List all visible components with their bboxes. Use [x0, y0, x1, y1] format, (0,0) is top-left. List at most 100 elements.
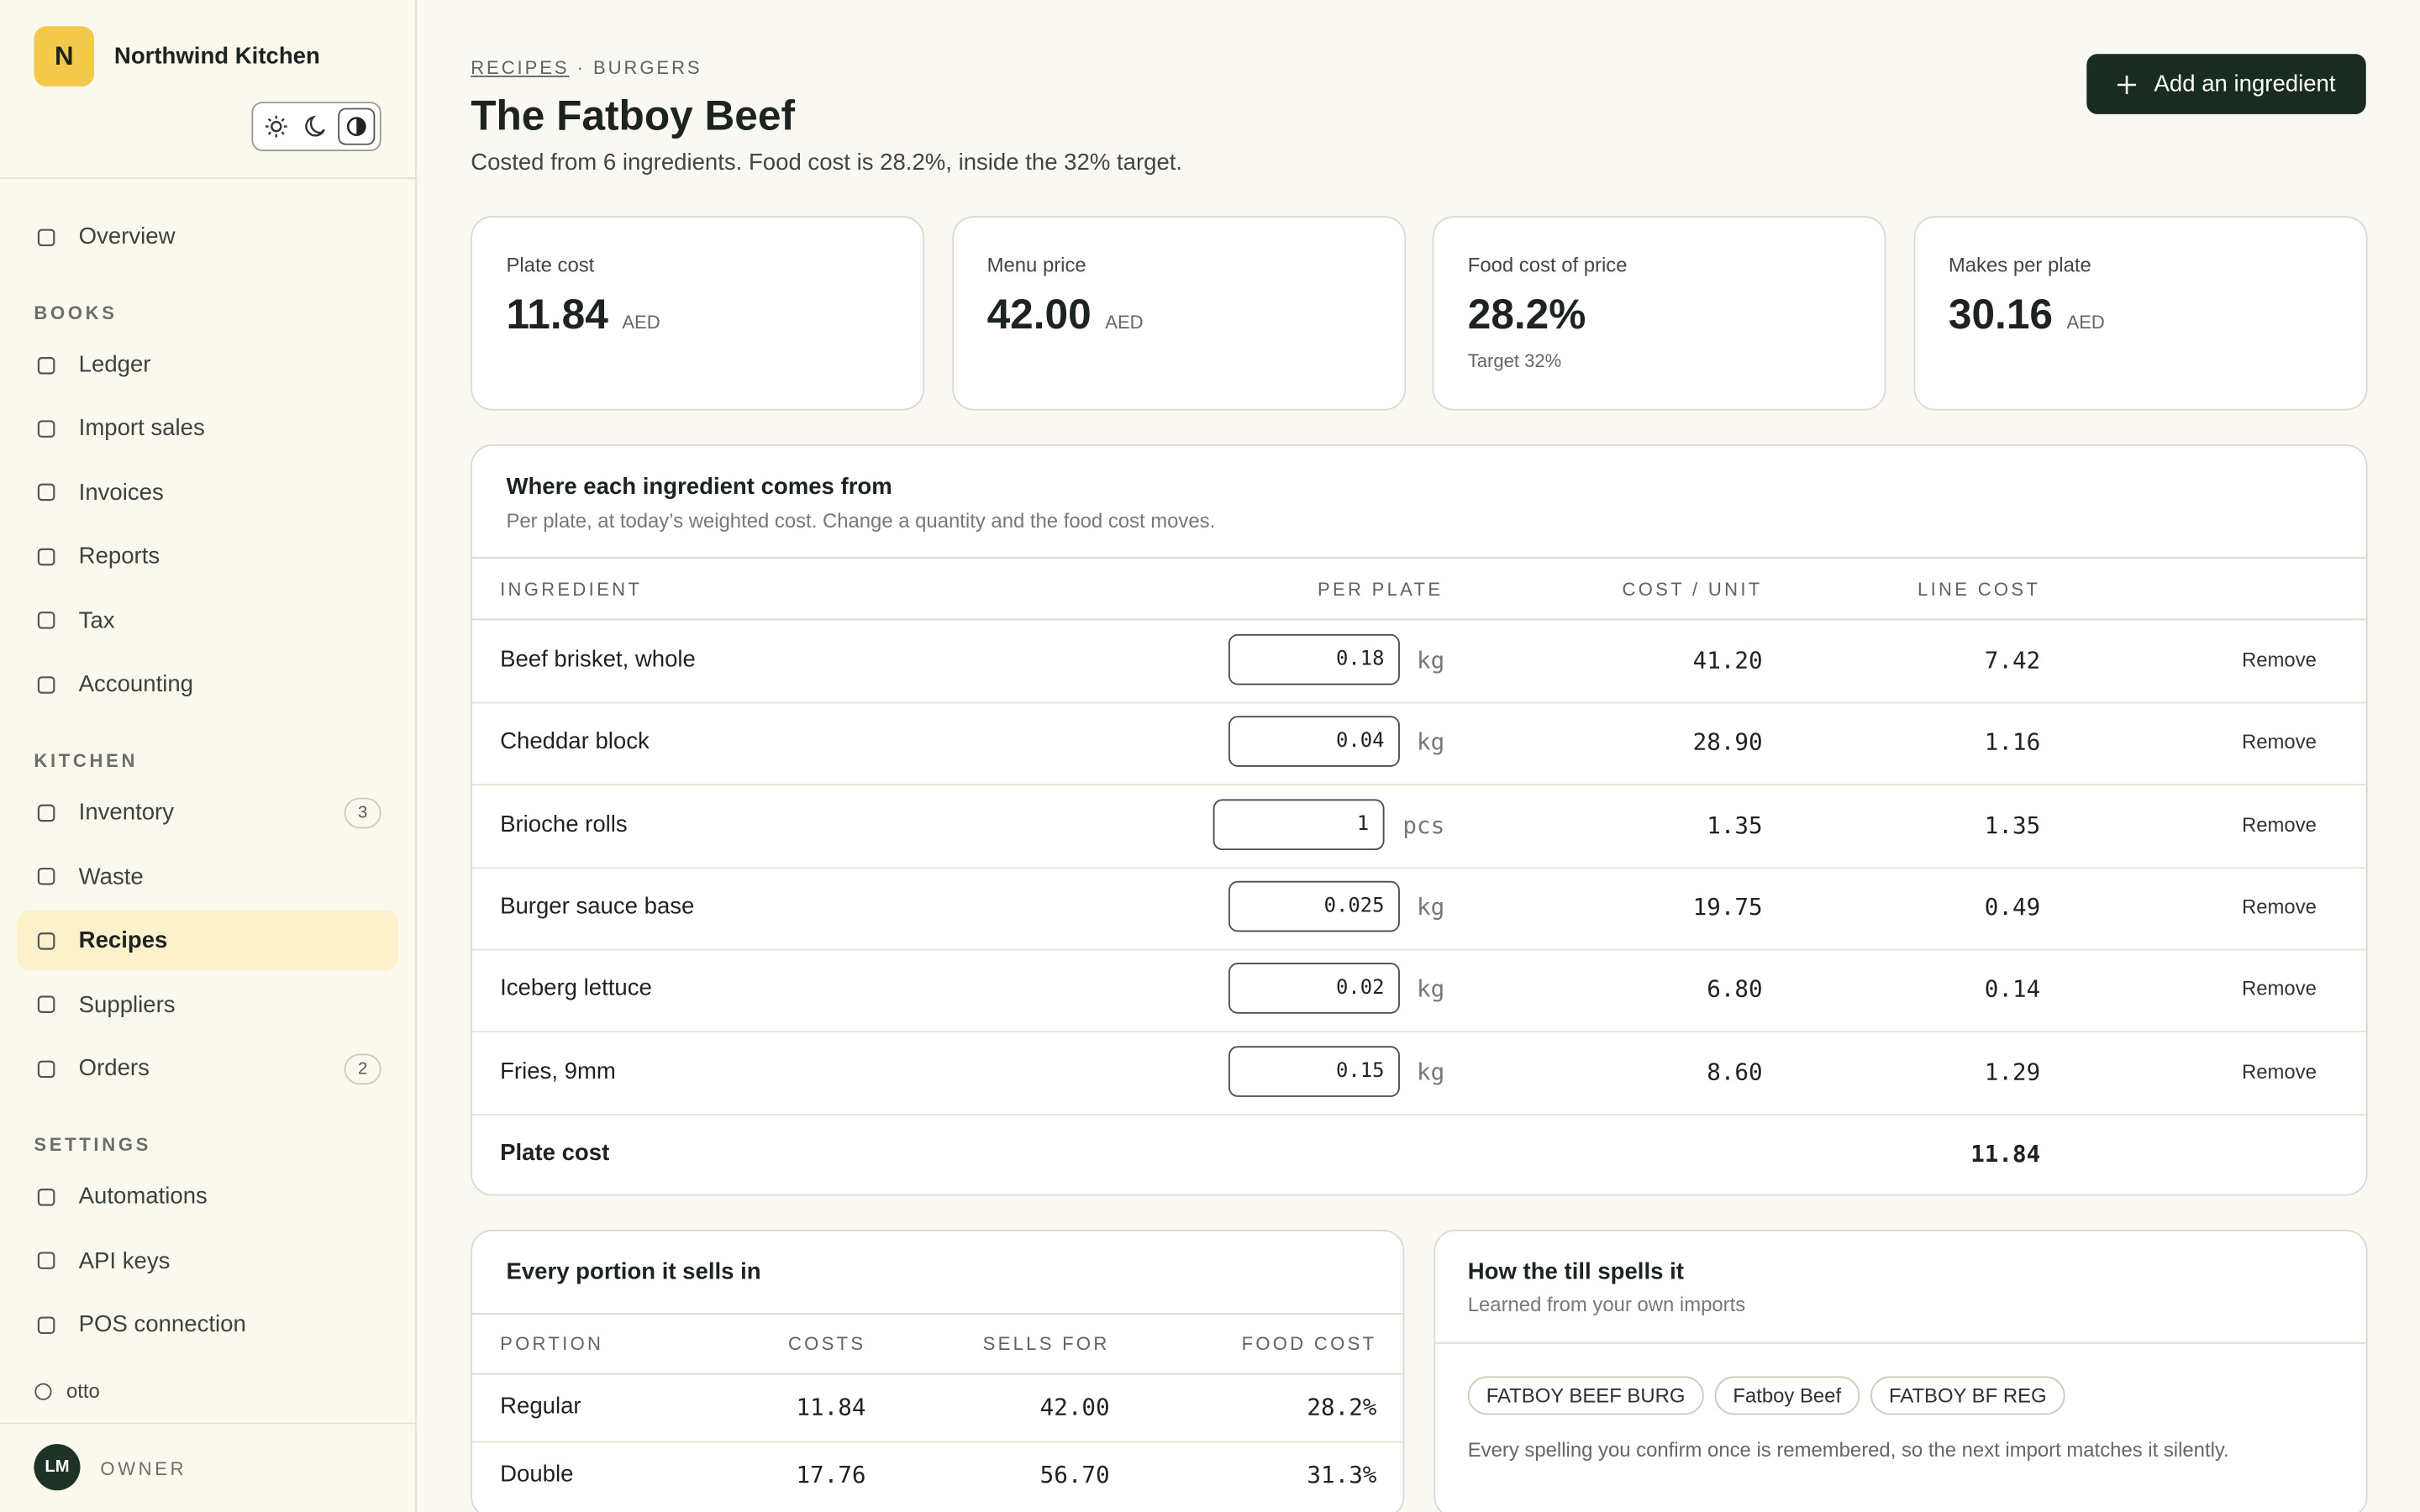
avatar[interactable]: LM — [34, 1444, 81, 1491]
nav-item[interactable]: Accounting — [17, 654, 398, 715]
quantity-input[interactable]: 0.04 — [1228, 716, 1400, 768]
dark-theme[interactable] — [297, 108, 334, 145]
nav-icon — [37, 932, 55, 950]
quantity-input[interactable]: 0.02 — [1228, 963, 1400, 1015]
total-label: Plate cost — [500, 1140, 610, 1167]
divider — [1435, 1341, 2366, 1344]
ingredient-name: Brioche rolls — [500, 811, 628, 837]
portion-cell: 42.00 — [1039, 1393, 1110, 1421]
user-role: OWNER — [100, 1457, 187, 1480]
line-cost: 0.49 — [1984, 893, 2041, 921]
nav-icon — [37, 612, 55, 629]
stat-card: Food cost of price 28.2% Target 32% — [1432, 216, 1886, 411]
ingredient-name: Cheddar block — [500, 728, 650, 755]
brand-logo: N — [34, 26, 95, 87]
stat-label: Makes per plate — [1948, 253, 2091, 276]
nav-item[interactable]: Recipes — [17, 911, 398, 971]
brand-name: Northwind Kitchen — [113, 43, 320, 70]
line-cost: 0.14 — [1984, 975, 2041, 1004]
portions-panel: Every portion it sells in PORTION COSTS SE… — [471, 1229, 1405, 1512]
remove-button[interactable]: Remove — [2242, 895, 2317, 918]
nav-label: POS connection — [78, 1311, 246, 1338]
cost-per-unit: 19.75 — [1692, 893, 1763, 921]
nav-item[interactable]: Orders 2 — [17, 1038, 398, 1099]
ingredient-name: Fries, 9mm — [500, 1058, 616, 1084]
portion-cell: 17.76 — [796, 1460, 866, 1488]
nav-badge: 3 — [344, 797, 381, 829]
stat-value: 11.84 AED — [506, 291, 660, 339]
nav-icon — [37, 1188, 55, 1206]
button-label: Add an ingredient — [2154, 71, 2336, 97]
remove-button[interactable]: Remove — [2242, 648, 2317, 671]
divider — [472, 784, 2366, 786]
nav-badge: 2 — [344, 1053, 381, 1084]
column-header: PORTION — [500, 1332, 604, 1355]
remove-button[interactable]: Remove — [2242, 730, 2317, 753]
portion-cell: 56.70 — [1039, 1460, 1110, 1488]
divider — [472, 1031, 2366, 1033]
nav-item[interactable]: Suppliers — [17, 974, 398, 1035]
nav-item[interactable]: Inventory 3 — [17, 783, 398, 843]
unit: kg — [1417, 1058, 1445, 1086]
nav-label: Automations — [78, 1184, 208, 1210]
quantity-input[interactable]: 0.18 — [1228, 633, 1400, 685]
remove-button[interactable]: Remove — [2242, 812, 2317, 836]
divider — [472, 948, 2366, 951]
nav-item[interactable]: API keys — [17, 1231, 398, 1291]
stat-label: Plate cost — [506, 253, 595, 276]
divider — [472, 866, 2366, 869]
remove-button[interactable]: Remove — [2242, 976, 2317, 1000]
nav-label: Tax — [78, 606, 115, 634]
stat-unit: AED — [1105, 312, 1144, 333]
line-cost: 7.42 — [1984, 646, 2041, 675]
quantity-input[interactable]: 0.15 — [1228, 1045, 1400, 1097]
portion-cell: 31.3% — [1307, 1460, 1377, 1488]
portion-cell: 28.2% — [1307, 1393, 1377, 1421]
till-tag: FATBOY BEEF BURG — [1467, 1376, 1704, 1415]
nav-icon — [37, 804, 55, 822]
till-panel: How the till spells it Learned from your… — [1434, 1229, 2368, 1512]
column-header: PER PLATE — [1317, 578, 1444, 601]
stat-value: 30.16 AED — [1949, 291, 2105, 339]
unit: kg — [1417, 728, 1445, 757]
nav-item[interactable]: Import sales — [17, 399, 398, 459]
nav-item[interactable]: Automations — [17, 1167, 398, 1227]
stat-card: Menu price 42.00 AED — [951, 216, 1406, 411]
stat-number: 28.2% — [1467, 291, 1586, 339]
org-name: otto — [66, 1379, 100, 1403]
column-header: COSTS — [787, 1332, 866, 1355]
stat-note: Target 32% — [1467, 349, 1562, 372]
remove-button[interactable]: Remove — [2242, 1058, 2317, 1083]
nav-icon — [37, 228, 55, 246]
sidebar: N Northwind Kitchen otto LM OWNER Overvi… — [0, 0, 417, 1512]
column-header: FOOD COST — [1241, 1332, 1377, 1355]
nav-item[interactable]: POS connection — [17, 1294, 398, 1355]
divider — [472, 1373, 1403, 1375]
nav-item[interactable]: Waste — [17, 847, 398, 907]
ingredient-name: Iceberg lettuce — [500, 975, 652, 1002]
page-subtitle: Costed from 6 ingredients. Food cost is … — [471, 150, 1183, 176]
theme-toggle — [251, 102, 381, 152]
nav-item[interactable]: Overview — [17, 207, 398, 267]
nav-item[interactable]: Invoices — [17, 463, 398, 523]
quantity-input[interactable]: 0.025 — [1228, 880, 1400, 932]
crumb: BURGERS — [592, 56, 702, 79]
nav-item[interactable]: Ledger — [17, 335, 398, 396]
stat-value: 42.00 AED — [987, 291, 1144, 339]
nav-section-title: SETTINGS — [34, 1134, 152, 1157]
till-tag: FATBOY BF REG — [1870, 1376, 2065, 1415]
unit: kg — [1417, 975, 1445, 1004]
add-ingredient-button[interactable]: Add an ingredient — [2086, 54, 2366, 114]
light-theme[interactable] — [258, 108, 295, 145]
panel-subtitle: Per plate, at today’s weighted cost. Cha… — [506, 509, 1216, 533]
nav-icon — [37, 356, 55, 374]
nav-item[interactable]: Tax — [17, 591, 398, 651]
nav-label: Recipes — [78, 927, 168, 954]
auto-theme[interactable] — [338, 108, 376, 145]
quantity-input[interactable]: 1 — [1213, 798, 1385, 850]
crumb[interactable]: RECIPES — [471, 56, 570, 79]
unit: pcs — [1402, 811, 1445, 839]
cost-per-unit: 6.80 — [1707, 975, 1763, 1004]
nav-item[interactable]: Reports — [17, 527, 398, 587]
